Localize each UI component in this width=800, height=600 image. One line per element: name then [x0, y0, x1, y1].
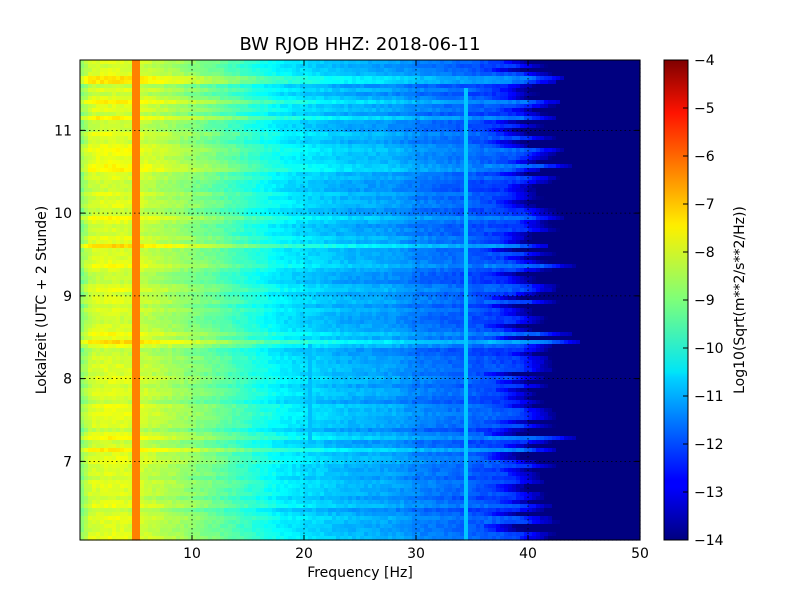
colorbar-tick-label: −5 [694, 101, 715, 117]
colorbar-tick-label: −6 [694, 149, 715, 165]
colorbar-label: Log10(Sqrt(m**2/s**2/Hz)) [732, 206, 748, 394]
colorbar-tick-label: −14 [694, 533, 724, 549]
colorbar-tick-label: −7 [694, 197, 715, 213]
y-tick-label: 9 [63, 289, 72, 305]
grid-lines [80, 60, 640, 540]
plot-frame [79, 59, 641, 541]
x-tick-label: 20 [295, 546, 313, 562]
x-tick-label: 30 [407, 546, 425, 562]
colorbar-ticks: −4 −5 −6 −7 −8 −9 −10 −11 −12 −13 −14 [683, 53, 724, 549]
y-tick-label: 7 [63, 454, 72, 470]
x-tick-label: 50 [631, 546, 649, 562]
colorbar-tick-label: −11 [694, 389, 724, 405]
x-axis-label: Frequency [Hz] [307, 565, 413, 581]
colorbar [663, 59, 689, 541]
chart-title: BW RJOB HHZ: 2018-06-11 [239, 34, 480, 55]
colorbar-tick-label: −13 [694, 485, 724, 501]
colorbar-tick-label: −10 [694, 341, 724, 357]
colorbar-tick-label: −12 [694, 437, 724, 453]
x-tick-label: 40 [519, 546, 537, 562]
x-tick-label: 10 [183, 546, 201, 562]
y-tick-label: 11 [54, 123, 72, 139]
y-tick-label: 10 [54, 206, 72, 222]
colorbar-tick-label: −8 [694, 245, 715, 261]
colorbar-tick-label: −4 [694, 53, 715, 69]
x-axis-ticks: 10 20 30 40 50 [183, 60, 649, 562]
heatmap-area [80, 60, 641, 541]
y-tick-label: 8 [63, 372, 72, 388]
colorbar-tick-label: −9 [694, 293, 715, 309]
y-axis-ticks: 7 8 9 10 11 [54, 123, 640, 470]
y-axis-label: Lokalzeit (UTC + 2 Stunde) [34, 206, 50, 395]
